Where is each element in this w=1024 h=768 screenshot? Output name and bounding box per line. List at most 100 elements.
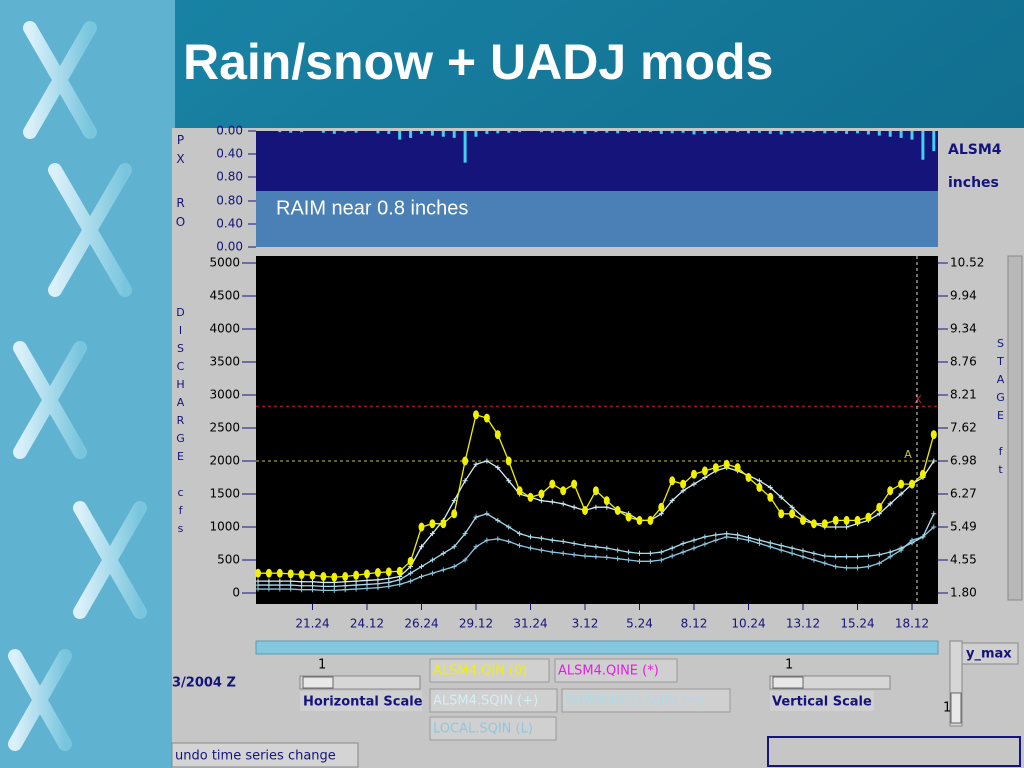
plus-marker — [593, 544, 599, 550]
plus-marker — [865, 564, 871, 570]
qin-marker — [723, 459, 730, 469]
qin-marker — [429, 519, 436, 529]
plus-marker — [789, 545, 795, 551]
slide-title: Rain/snow + UADJ mods — [183, 34, 773, 90]
qin-marker — [701, 466, 708, 476]
legend-button[interactable] — [554, 658, 678, 683]
qin-marker — [342, 572, 349, 581]
undo-button-label: undo time series change — [175, 749, 336, 764]
vertical-scrollbar[interactable] — [1007, 255, 1023, 601]
precip-bar — [539, 131, 543, 133]
plus-marker — [408, 570, 414, 576]
qin-marker — [440, 519, 447, 529]
time-scrollbar[interactable] — [255, 640, 939, 655]
qin-marker — [712, 463, 719, 473]
qin-marker — [255, 568, 261, 578]
precip-bar — [300, 131, 304, 133]
x-tick-label: 21.24 — [295, 617, 329, 631]
plus-marker — [680, 488, 686, 494]
qin-marker — [527, 492, 534, 502]
ymax-label: y_max — [966, 647, 1012, 662]
plus-marker — [865, 553, 871, 559]
x-tick-label: 10.24 — [731, 617, 765, 631]
x-tick-label: 24.12 — [350, 617, 384, 631]
y2-tick-label: 10.52 — [950, 256, 984, 270]
precip-bar — [757, 131, 761, 133]
snowflake-decoration — [0, 21, 177, 751]
qin-marker — [876, 502, 883, 512]
y2-tick-label: 4.55 — [950, 553, 977, 567]
y-tick-label: 4000 — [209, 322, 240, 336]
horizontal-scale-label: Horizontal Scale — [303, 695, 423, 710]
precip-bar — [321, 131, 325, 133]
precip-bar — [343, 131, 347, 133]
undo-button[interactable] — [171, 742, 359, 768]
plus-marker — [582, 542, 588, 548]
plus-marker — [855, 565, 860, 571]
plus-marker — [560, 539, 566, 545]
qin-marker — [385, 567, 392, 577]
precip-bar — [616, 131, 620, 134]
qin-marker — [592, 486, 599, 496]
x-tick-label: 13.12 — [786, 617, 820, 631]
plus-marker — [473, 544, 479, 550]
plus-marker — [288, 578, 294, 584]
qin-marker — [483, 413, 490, 423]
qin-marker — [767, 492, 774, 502]
plus-marker — [549, 499, 555, 505]
plus-marker — [931, 458, 937, 464]
plus-marker — [680, 549, 686, 555]
plus-marker — [626, 557, 632, 563]
precip-bar — [583, 131, 587, 134]
plus-marker — [593, 504, 599, 510]
status-box — [767, 736, 1021, 767]
precip-bar — [932, 131, 936, 152]
slider-thumb[interactable] — [302, 676, 334, 689]
qin-marker — [407, 556, 414, 566]
plus-marker — [429, 531, 435, 537]
qin-marker — [669, 476, 676, 486]
plus-marker — [822, 553, 828, 559]
qin-marker — [658, 502, 665, 512]
qin-marker — [451, 509, 458, 519]
station-label: ALSM4 — [948, 142, 1002, 158]
legend-button[interactable] — [429, 688, 558, 713]
plus-marker — [277, 578, 283, 584]
plus-marker — [615, 556, 621, 562]
plus-marker — [495, 517, 501, 523]
slider-thumb[interactable] — [950, 692, 962, 724]
plus-marker — [484, 537, 490, 543]
qin-marker — [571, 479, 578, 489]
plus-marker — [604, 504, 610, 510]
plus-marker — [517, 531, 523, 537]
plus-marker — [789, 504, 795, 510]
plus-marker — [767, 540, 773, 546]
plus-marker — [647, 558, 653, 564]
vertical-scale-label: Vertical Scale — [772, 695, 872, 710]
y2-tick-label: 7.62 — [950, 421, 977, 435]
precip-bar — [496, 131, 500, 134]
legend-button[interactable] — [561, 688, 731, 713]
y-tick-label: 500 — [217, 553, 240, 567]
plus-marker — [528, 534, 533, 540]
plus-marker — [484, 458, 490, 464]
precip-tick-label: 0.00 — [216, 124, 243, 138]
precip-bar — [430, 131, 434, 136]
qin-marker — [614, 506, 621, 515]
slider-thumb[interactable] — [772, 676, 804, 689]
legend-button[interactable] — [429, 716, 557, 741]
plus-marker — [931, 511, 937, 517]
plus-marker — [440, 550, 446, 556]
plus-marker — [658, 511, 664, 517]
plus-marker — [419, 574, 424, 579]
plus-marker — [615, 547, 621, 553]
plus-marker — [451, 564, 457, 570]
y-axis-label: DISCHARGE cfs — [174, 306, 187, 540]
precip-bar — [877, 131, 881, 136]
legend-button[interactable] — [429, 658, 550, 683]
plus-marker — [909, 540, 915, 546]
runoff-tick-label: 0.40 — [216, 217, 243, 231]
qin-marker — [810, 519, 817, 529]
qin-marker — [691, 469, 697, 479]
plus-marker — [811, 557, 817, 563]
